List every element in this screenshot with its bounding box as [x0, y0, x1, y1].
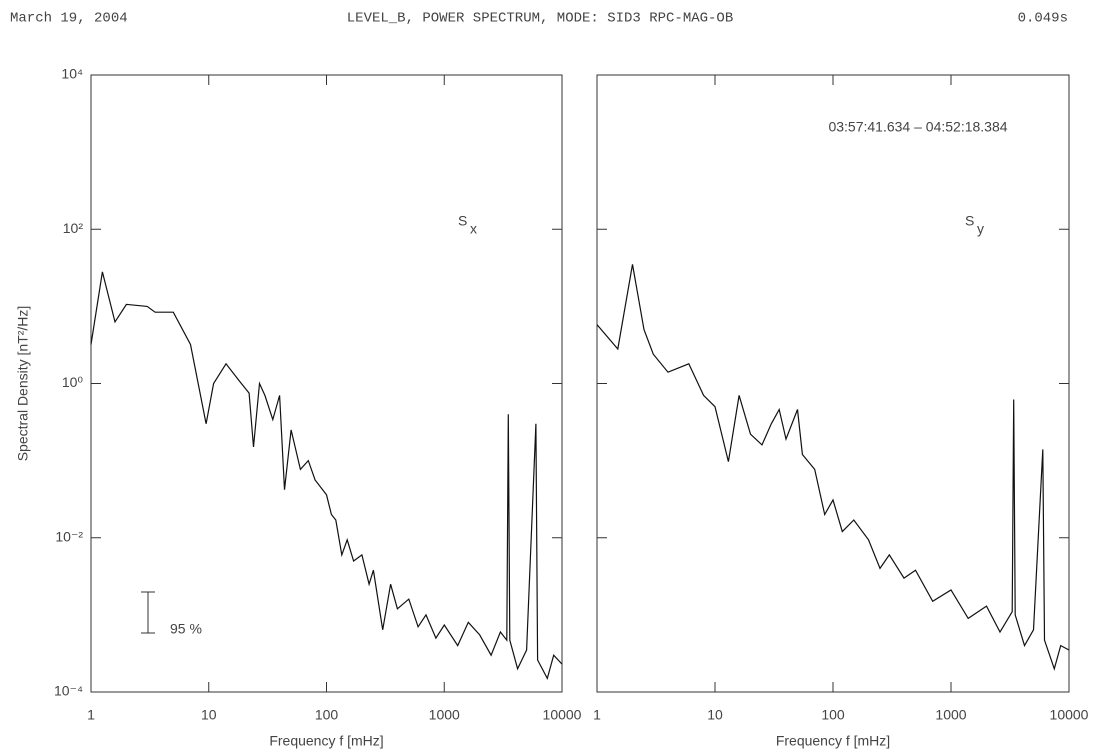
duration: 0.049s	[1018, 11, 1068, 27]
plot-frame	[90, 74, 563, 693]
x-tick-label: 10000	[1050, 707, 1089, 723]
confidence-label: 95 %	[170, 621, 202, 637]
spectrum-line	[90, 271, 563, 681]
y-tick-label: 10²	[63, 220, 84, 236]
spectrum-line	[596, 264, 1070, 671]
x-tick-label: 1000	[429, 707, 460, 723]
page-title: LEVEL_B, POWER SPECTRUM, MODE: SID3 RPC-…	[347, 11, 733, 27]
x-axis-label: Frequency f [mHz]	[776, 733, 890, 749]
x-tick-label: 10000	[543, 707, 582, 723]
x-tick-label: 10	[201, 707, 217, 723]
x-tick-label: 100	[821, 707, 845, 723]
y-tick-label: 10⁻²	[55, 528, 83, 544]
x-tick-label: 1	[593, 707, 601, 723]
time-range: 03:57:41.634 – 04:52:18.384	[828, 119, 1007, 135]
x-tick-label: 1000	[935, 707, 966, 723]
plot-frame	[596, 74, 1070, 693]
y-tick-label: 10⁰	[62, 374, 84, 390]
x-tick-label: 1	[87, 707, 95, 723]
y-tick-label: 10⁻⁴	[54, 683, 83, 699]
y-axis-label: Spectral Density [nT²/Hz]	[15, 306, 31, 462]
panel-label: S	[458, 213, 467, 229]
x-tick-label: 100	[315, 707, 339, 723]
x-axis-label: Frequency f [mHz]	[269, 733, 383, 749]
panel-label-sub: x	[470, 221, 477, 237]
x-tick-label: 10	[707, 707, 723, 723]
panel-label-sub: y	[977, 221, 984, 237]
panel-label: S	[965, 213, 974, 229]
y-tick-label: 10⁴	[61, 66, 83, 82]
date: March 19, 2004	[10, 11, 128, 27]
